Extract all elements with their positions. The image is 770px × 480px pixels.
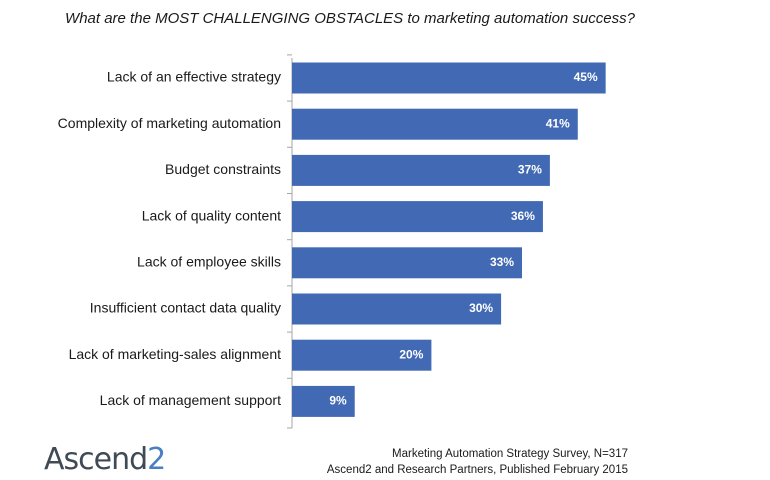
- bar: [292, 62, 606, 94]
- bar: [292, 339, 432, 371]
- bar: [292, 247, 523, 279]
- ascend2-logo: Ascend2: [44, 442, 166, 477]
- value-label: 37%: [518, 163, 542, 177]
- category-label: Lack of marketing-sales alignment: [69, 346, 282, 362]
- source-line-2: Ascend2 and Research Partners, Published…: [326, 464, 628, 476]
- value-label: 45%: [574, 70, 598, 84]
- bar: [292, 154, 550, 186]
- category-label: Budget constraints: [165, 161, 281, 177]
- category-label: Lack of quality content: [142, 207, 281, 223]
- bar: [292, 293, 502, 325]
- logo-accent: 2: [147, 442, 166, 477]
- category-label: Lack of an effective strategy: [107, 69, 281, 85]
- chart-title: What are the MOST CHALLENGING OBSTACLES …: [65, 10, 635, 27]
- source-line-1: Marketing Automation Strategy Survey, N=…: [392, 448, 628, 460]
- bar: [292, 201, 543, 233]
- category-label: Complexity of marketing automation: [58, 115, 281, 131]
- logo-text: Ascend: [44, 442, 148, 477]
- value-label: 41%: [546, 116, 570, 130]
- value-label: 36%: [511, 209, 535, 223]
- bar: [292, 108, 578, 140]
- value-label: 9%: [329, 394, 347, 408]
- source-note: Marketing Automation Strategy Survey, N=…: [327, 446, 628, 478]
- value-label: 20%: [399, 347, 423, 361]
- category-label: Lack of management support: [100, 392, 281, 408]
- category-label: Lack of employee skills: [137, 254, 281, 270]
- bar: [292, 385, 355, 417]
- value-label: 30%: [469, 301, 493, 315]
- value-label: 33%: [490, 255, 514, 269]
- category-label: Insufficient contact data quality: [90, 300, 281, 316]
